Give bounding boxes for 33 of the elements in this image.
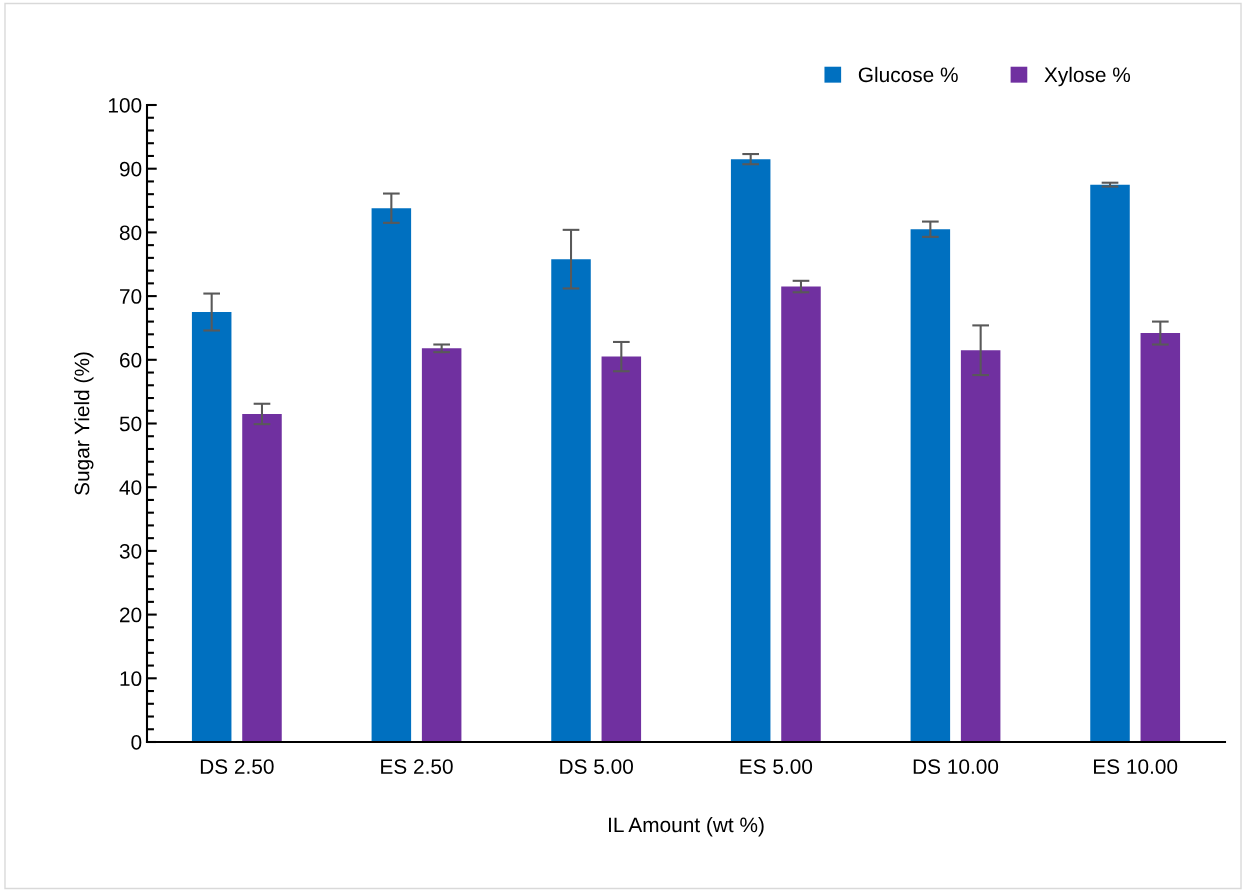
y-tick-label: 40 [119, 480, 142, 495]
y-tick-label: 20 [120, 607, 142, 623]
legend-label: Glucose % [858, 66, 958, 83]
y-tick-label: 0 [131, 735, 142, 750]
x-tick-label: ES 5.00 [740, 759, 813, 774]
bar [910, 229, 951, 742]
y-tick-label: 100 [108, 98, 142, 113]
bar [960, 350, 1001, 742]
x-tick-label: DS 10.00 [913, 759, 999, 774]
bar [371, 208, 412, 742]
y-tick-label: 50 [119, 416, 142, 432]
x-tick-label: DS 2.50 [200, 759, 274, 774]
x-tick-label: DS 5.00 [560, 759, 633, 774]
y-axis-title: Sugar Yield (%) [74, 352, 94, 495]
bar [601, 356, 642, 742]
y-tick-label: 70 [120, 289, 142, 304]
x-tick-label: ES 2.50 [381, 759, 453, 774]
bar [730, 159, 771, 742]
y-tick-label: 30 [119, 543, 142, 559]
bar [1090, 184, 1130, 742]
bar [1140, 333, 1181, 742]
x-axis-title: IL Amount (wt %) [609, 816, 764, 837]
y-tick-label: 80 [119, 225, 142, 241]
y-tick-label: 90 [119, 161, 142, 177]
x-tick-label: ES 10.00 [1094, 759, 1178, 774]
bar [781, 286, 821, 742]
bar [242, 413, 282, 742]
legend-label: Xylose % [1044, 66, 1131, 87]
y-tick-label: 60 [120, 352, 142, 368]
y-tick-label: 10 [120, 671, 142, 687]
bar [551, 259, 591, 742]
bar [421, 348, 462, 742]
bar [191, 312, 232, 742]
